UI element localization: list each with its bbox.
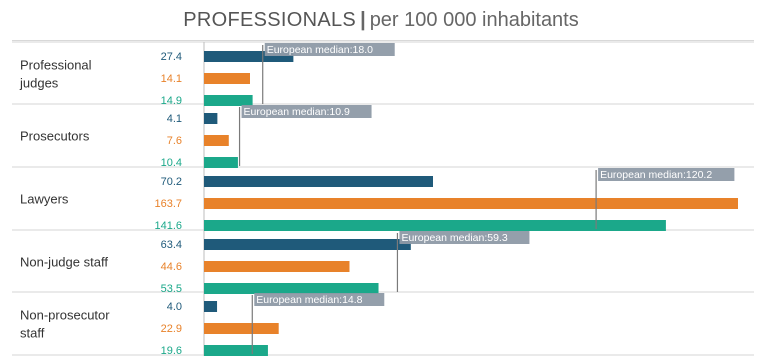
chart-title: PROFESSIONALS | per 100 000 inhabitants <box>0 9 762 32</box>
category-label: staff <box>20 326 45 341</box>
category-label: Lawyers <box>20 192 69 207</box>
median-label: European median:14.8 <box>256 294 362 306</box>
bar <box>204 157 238 168</box>
bar <box>204 198 738 209</box>
title-divider <box>12 40 754 41</box>
value-label: 53.5 <box>161 283 182 295</box>
median-label: European median:10.9 <box>244 106 350 118</box>
value-label: 4.1 <box>167 113 182 125</box>
value-label: 63.4 <box>161 239 182 251</box>
bar <box>204 323 279 334</box>
value-label: 163.7 <box>154 198 182 210</box>
chart-title-main: PROFESSIONALS <box>183 9 357 31</box>
value-label: 22.9 <box>161 323 182 335</box>
bar <box>204 220 666 231</box>
category-label: Prosecutors <box>20 129 90 144</box>
bar <box>204 239 411 250</box>
category-label: Non-prosecutor <box>20 308 110 323</box>
value-label: 7.6 <box>167 135 182 147</box>
chart-title-separator: | <box>360 9 366 31</box>
bar <box>204 113 218 124</box>
bar <box>204 73 250 84</box>
bar <box>204 135 229 146</box>
bar <box>204 283 379 294</box>
median-label: European median:59.3 <box>401 232 507 244</box>
median-label-box <box>264 43 395 56</box>
category-label: Professional <box>20 58 92 73</box>
value-label: 10.4 <box>161 157 182 169</box>
value-label: 4.0 <box>167 301 182 313</box>
bar <box>204 95 253 106</box>
value-label: 141.6 <box>154 220 182 232</box>
median-label-box <box>241 105 372 118</box>
median-label-box <box>598 168 735 181</box>
value-label: 14.9 <box>161 95 182 107</box>
value-label: 27.4 <box>161 51 182 63</box>
value-label: 44.6 <box>161 261 182 273</box>
value-label: 70.2 <box>161 176 182 188</box>
median-label: European median:18.0 <box>267 44 373 56</box>
median-label-box <box>399 231 530 244</box>
bar <box>204 176 433 187</box>
median-label-box <box>254 293 385 306</box>
bar <box>204 261 350 272</box>
value-label: 19.6 <box>161 345 182 356</box>
bar <box>204 345 268 356</box>
chart-title-subtitle: per 100 000 inhabitants <box>369 9 579 31</box>
bar <box>204 301 218 312</box>
median-label: European median:120.2 <box>600 169 712 181</box>
category-label: Non-judge staff <box>20 255 108 270</box>
bar <box>204 51 294 62</box>
value-label: 14.1 <box>161 73 182 85</box>
category-label: judges <box>19 76 59 91</box>
